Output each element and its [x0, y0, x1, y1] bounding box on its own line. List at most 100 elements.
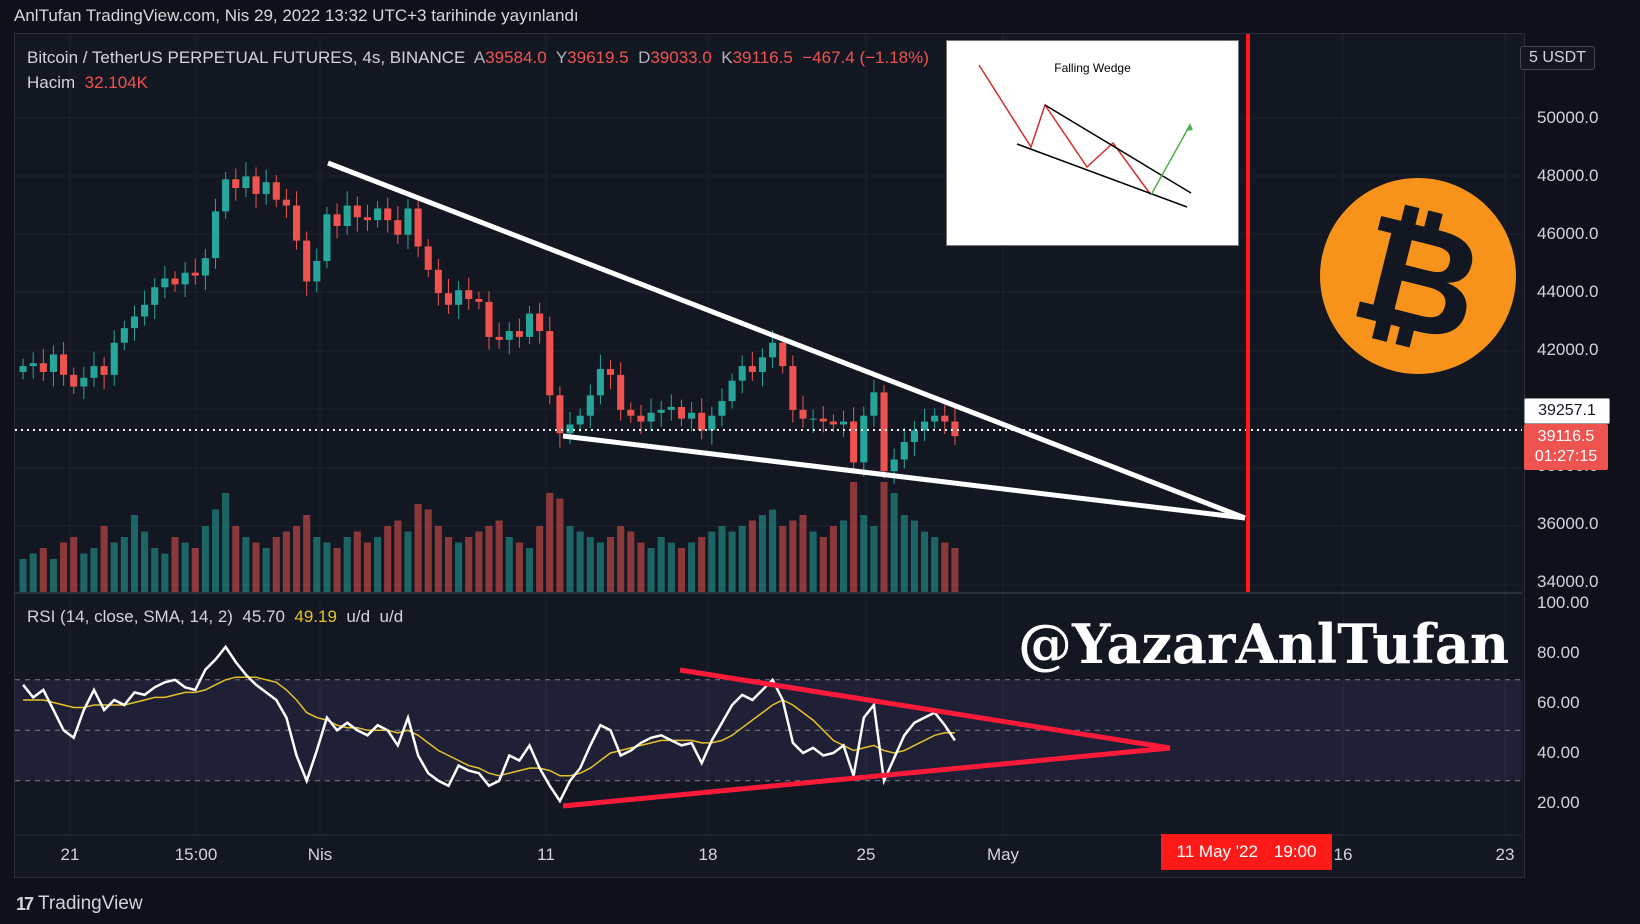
candle-body-48	[505, 331, 513, 340]
candle-body-27	[293, 205, 301, 241]
currency-unit-button[interactable]: 5 USDT	[1520, 46, 1595, 70]
rsi-sma-line	[23, 676, 955, 777]
candle-body-69	[718, 401, 726, 416]
unit-prefix: 5	[1529, 49, 1538, 66]
close-value: 39116.5	[732, 48, 793, 67]
volume-bar-66	[688, 542, 696, 592]
price-label-7: 34000.0	[1537, 572, 1599, 591]
volume-bar-62	[647, 548, 655, 592]
volume-bar-49	[515, 542, 523, 592]
candle-body-90	[931, 415, 939, 422]
candle-body-28	[303, 240, 311, 282]
candle-body-88	[910, 430, 918, 442]
candle-body-6	[80, 377, 88, 387]
time-label-0: 21	[60, 845, 80, 864]
rsi-legend: RSI (14, close, SMA, 14, 2) 45.70 49.19 …	[27, 607, 403, 627]
candle-body-42	[444, 293, 453, 305]
tradingview-brand[interactable]: 17 TradingView	[16, 893, 143, 915]
low-value: 39033.0	[650, 48, 712, 67]
wedge-diagram	[978, 64, 1193, 208]
wedge-lower-line	[1016, 143, 1188, 208]
last-price: 39116.5	[1537, 428, 1595, 445]
candle-body-61	[637, 415, 645, 422]
rsi-upper-trendline	[679, 667, 1171, 751]
candle-body-33	[353, 205, 361, 218]
candle-body-11	[130, 316, 139, 329]
candle-body-5	[70, 374, 78, 387]
candle-body-51	[536, 313, 544, 332]
volume-bar-22	[242, 537, 250, 592]
candle-body-46	[485, 301, 493, 337]
candle-body-91	[941, 415, 949, 422]
candle-body-15	[171, 278, 179, 285]
candle-body-64	[667, 406, 675, 410]
bitcoin-icon: ₿	[1337, 179, 1499, 379]
volume-bar-40	[424, 509, 432, 592]
candle-body-39	[414, 208, 422, 247]
candle-body-49	[515, 331, 523, 337]
candle-body-20	[222, 179, 230, 212]
low-label: D	[638, 48, 651, 67]
volume-bar-2	[39, 548, 47, 592]
volume-bar-83	[860, 515, 868, 592]
volume-bar-73	[758, 515, 767, 592]
candle-body-63	[657, 409, 665, 413]
close-label: K	[721, 48, 733, 67]
candle-body-87	[900, 441, 908, 460]
high-value: 39619.5	[567, 48, 629, 67]
candle-body-21	[232, 179, 240, 189]
candle-body-38	[404, 208, 412, 235]
candle-body-57	[596, 369, 604, 396]
rsi-extra-1: u/d	[346, 607, 371, 626]
candle-body-24	[262, 182, 270, 194]
volume-bar-68	[708, 531, 716, 592]
volume-bar-38	[404, 531, 412, 592]
volume-bar-9	[110, 542, 118, 592]
volume-bar-85	[880, 482, 888, 592]
candle-body-71	[738, 366, 746, 381]
volume-bar-79	[819, 537, 827, 592]
candle-body-0	[19, 366, 27, 372]
rsi-label-3: 40.00	[1537, 743, 1580, 762]
volume-bar-60	[627, 531, 635, 592]
candle-body-41	[434, 269, 442, 294]
publish-line: AnlTufan TradingView.com, Nis 29, 2022 1…	[14, 6, 579, 25]
volume-bar-33	[353, 531, 361, 592]
candle-body-26	[282, 199, 290, 206]
rsi-title[interactable]: RSI (14, close, SMA, 14, 2)	[27, 607, 233, 626]
candle-body-74	[769, 342, 777, 358]
rsi-sma-value: 49.19	[294, 607, 337, 626]
volume-bar-69	[718, 526, 726, 592]
candle-body-9	[110, 342, 118, 375]
volume-bar-21	[232, 526, 240, 592]
drawings	[327, 34, 1250, 809]
volume-bar-18	[201, 526, 209, 592]
rsi-line	[22, 644, 956, 804]
candle-body-47	[495, 336, 503, 340]
volume-bar-24	[262, 548, 270, 592]
volume-bar-92	[951, 548, 959, 592]
volume-bar-46	[485, 526, 493, 592]
wedge-breakout-arrow	[1186, 123, 1193, 131]
volume-bar-14	[161, 553, 169, 592]
volume-bar-90	[931, 537, 939, 592]
volume-bar-61	[637, 542, 645, 592]
candle-body-18	[201, 258, 209, 276]
volume-bar-10	[120, 537, 128, 592]
last-price-label: 39116.5 01:27:15	[1524, 424, 1608, 470]
time-highlight: 11 May '22 19:00	[1161, 834, 1332, 870]
volume-bar-41	[434, 526, 442, 592]
candle-body-81	[839, 421, 848, 425]
volume-label: Hacim	[27, 73, 76, 92]
volume-bar-48	[505, 537, 513, 592]
volume-bar-74	[769, 509, 777, 592]
volume-bar-0	[19, 559, 27, 592]
rsi-label-2: 60.00	[1537, 693, 1580, 712]
time-label-2: Nis	[307, 845, 333, 864]
candle-body-82	[850, 421, 858, 463]
volume-bar-50	[525, 548, 534, 592]
symbol-name[interactable]: Bitcoin / TetherUS PERPETUAL FUTURES, 4s…	[27, 48, 466, 67]
wedge-upper-line	[1044, 104, 1192, 194]
candle-body-60	[627, 409, 635, 416]
